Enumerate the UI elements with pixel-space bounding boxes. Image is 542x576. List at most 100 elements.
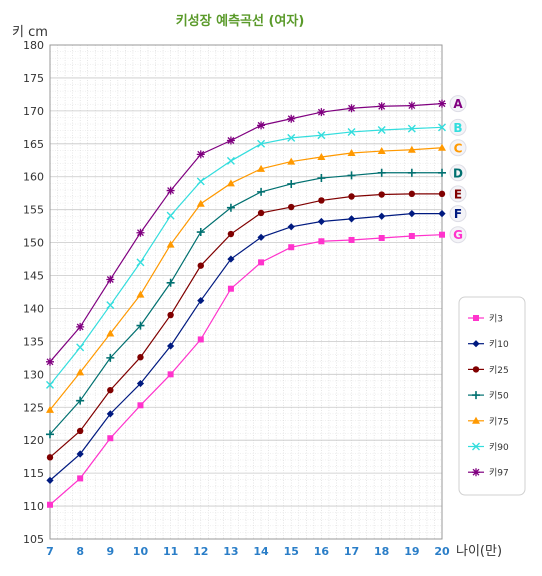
legend-item: 키10 [468,339,509,350]
series-line [49,193,442,458]
legend: 키3 키10 키25 키50 키75 키90 키97 [458,296,526,496]
data-point [257,164,266,172]
series-line [49,234,443,506]
data-point [136,290,145,298]
legend-item: 키50 [468,391,509,402]
data-point [257,139,266,148]
series-line [49,126,443,386]
data-point [226,156,235,165]
data-point [226,136,235,145]
y-tick-label: 170 [23,105,44,118]
data-point [287,223,295,231]
legend-item: 키90 [468,442,509,453]
y-tick-label: 180 [23,39,44,52]
data-point [317,108,326,117]
data-point [407,168,416,177]
data-point [317,131,326,140]
data-point [288,244,295,251]
data-point [166,278,175,287]
legend-label: 키10 [489,339,509,350]
x-tick-label: 17 [344,545,359,558]
legend-label: 키90 [489,442,509,453]
data-point [317,152,326,160]
x-tick-label: 14 [253,545,269,558]
y-tick-labels: 105 110 115 120 125 130 135 140 145 150 155 160 165 1… [23,39,44,546]
data-point [348,193,355,200]
data-point [288,203,295,211]
data-point [227,285,234,292]
letter-badge [449,205,467,223]
data-point [166,211,175,220]
data-point [166,186,175,195]
axes [49,44,443,540]
legend-marker [472,391,480,400]
series-e [46,190,446,461]
data-point [438,190,446,198]
plot-frame [49,44,443,540]
data-point [136,379,145,388]
data-point [196,150,205,159]
x-tick-label: 11 [163,545,178,558]
letter-badge [449,118,467,136]
y-tick-label: 130 [23,368,44,381]
legend-label: 키3 [489,314,503,325]
data-point [226,203,235,212]
legend-label: 키25 [489,365,509,376]
letter-badge [449,226,467,244]
letter-badge [449,164,467,182]
series-line [49,213,442,481]
letter-text: C [454,141,463,155]
data-point [257,187,266,196]
data-point [377,102,386,111]
series-letter-c: C [449,139,467,157]
data-point [106,275,115,284]
data-point [377,168,386,177]
legend-item: 키3 [468,314,503,325]
data-point [46,430,54,439]
data-point [377,147,386,155]
x-tick-label: 16 [314,545,330,558]
x-tick-labels: 7 8 9 10 11 12 13 14 15 16 17 18 19 20 [46,545,450,558]
data-point [197,262,204,269]
y-tick-label: 115 [23,467,44,480]
x-tick-label: 9 [106,545,114,558]
series-g [47,231,445,508]
x-tick-label: 19 [404,545,419,558]
x-tick-label: 18 [374,545,389,558]
legend-label: 키50 [489,391,509,402]
letter-text: E [454,187,462,201]
data-point [257,121,266,130]
letter-text: D [453,166,463,180]
y-tick-label: 165 [23,138,44,151]
y-tick-label: 155 [23,204,44,217]
data-point [318,197,325,204]
data-point [106,301,115,310]
data-point [377,125,386,134]
series-b [46,123,446,389]
data-point [438,143,446,151]
data-point [197,336,204,343]
letter-text: G [453,228,463,242]
y-tick-label: 125 [23,401,44,414]
legend-label: 키75 [489,416,509,427]
data-point [438,210,446,218]
series-letter-g: G [449,226,467,244]
data-point [407,101,416,110]
letter-badge [449,139,467,157]
series-letter-a: A [449,95,467,113]
data-point [196,228,205,237]
data-point [408,190,416,198]
series-a [46,99,446,366]
x-tick-label: 7 [46,545,54,558]
data-point [196,177,205,186]
data-point [46,380,54,389]
letter-text: A [453,97,463,111]
y-tick-label: 140 [23,302,44,315]
series-layer [46,99,446,508]
series-line [49,103,443,363]
data-point [107,386,114,394]
letter-badge [449,185,467,203]
data-point [197,296,205,305]
x-tick-label: 10 [133,545,149,558]
